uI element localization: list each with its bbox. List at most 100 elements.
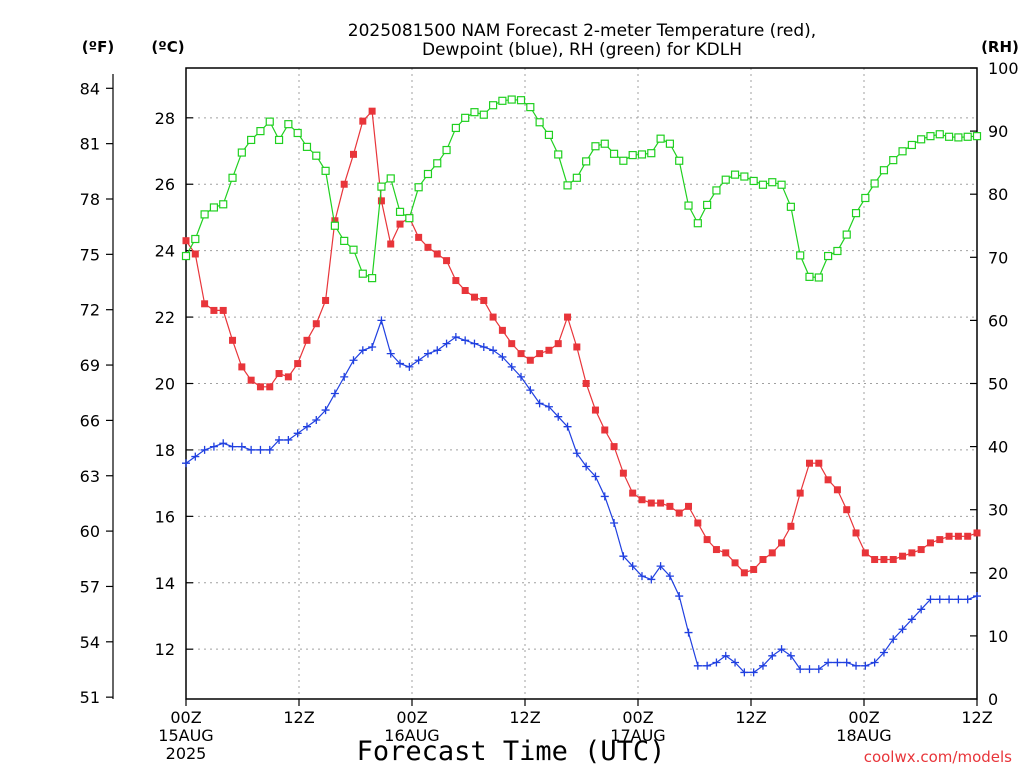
rh-point (675, 156, 684, 165)
dewpoint-point (209, 442, 218, 451)
rh-point (191, 234, 200, 244)
temperature-point (498, 326, 506, 334)
dewpoint-point (479, 342, 488, 351)
temperature-point (387, 240, 395, 248)
dewpoint-point (591, 472, 600, 481)
temperature-point (219, 306, 227, 314)
temperature-point (694, 519, 702, 527)
dewpoint-point (191, 452, 200, 461)
rh-tick-label: 10 (988, 627, 1008, 646)
temperature-point (229, 336, 237, 344)
temperature-point (768, 549, 776, 557)
rh-unit-label: (RH) (981, 38, 1019, 56)
temperature-point (657, 499, 665, 507)
temperature-point (424, 243, 432, 251)
fahrenheit-tick-label: 54 (80, 633, 100, 652)
dewpoint-point (498, 352, 507, 361)
temperature-point (917, 546, 925, 554)
dewpoint-point (423, 349, 432, 358)
temperature-point (675, 509, 683, 517)
rh-point (405, 214, 414, 223)
temperature-point (396, 220, 404, 228)
dewpoint-point (833, 658, 842, 667)
rh-point (498, 96, 507, 105)
fahrenheit-tick-label: 84 (80, 79, 100, 98)
rh-point (749, 176, 758, 186)
temperature-point (731, 559, 739, 567)
rh-point (451, 123, 460, 133)
celsius-tick-label: 22 (155, 308, 175, 327)
rh-point (247, 135, 256, 145)
rh-point (237, 148, 246, 157)
rh-point (665, 139, 675, 148)
dewpoint-point (935, 595, 944, 604)
temperature-point (303, 336, 311, 344)
rh-point (377, 182, 386, 191)
dewpoint-point (302, 422, 311, 431)
dewpoint-point (544, 402, 553, 411)
temperature-point (964, 532, 972, 540)
rh-tick-label: 30 (988, 501, 1008, 520)
dewpoint-point (470, 339, 479, 348)
rh-point (442, 145, 451, 155)
temperature-point (899, 552, 907, 560)
dewpoint-point (228, 442, 237, 451)
dewpoint-point (237, 442, 246, 451)
dewpoint-point (535, 399, 544, 408)
rh-point (461, 113, 470, 122)
fahrenheit-tick-label: 60 (80, 522, 100, 541)
temperature-point (629, 489, 637, 497)
temperature-point (238, 363, 246, 371)
dewpoint-point (405, 362, 414, 371)
temperature-point (443, 257, 451, 265)
temperature-point (750, 565, 758, 573)
x-axis-label: Forecast Time (UTC) (357, 736, 666, 767)
rh-point (944, 132, 954, 141)
temperature-point (368, 107, 376, 115)
rh-point (368, 274, 377, 283)
dewpoint-point (749, 668, 758, 677)
temperature-point (610, 443, 618, 451)
dewpoint-point (582, 462, 591, 471)
temperature-point (256, 383, 264, 391)
rh-point (386, 174, 395, 183)
dewpoint-point (628, 562, 637, 571)
temperature-point (759, 556, 767, 564)
dewpoint-point (637, 572, 646, 581)
rh-point (256, 126, 265, 136)
dewpoint-point (600, 492, 609, 501)
dewpoint-point (814, 665, 823, 674)
rh-point (730, 170, 740, 179)
rh-point (777, 180, 786, 189)
rh-point (637, 150, 647, 159)
dewpoint-point (665, 572, 674, 581)
dewpoint-point (442, 339, 451, 348)
temperature-point (843, 506, 851, 514)
rh-point (340, 236, 349, 245)
dewpoint-point (926, 595, 935, 604)
chart-title-line1: 2025081500 NAM Forecast 2-meter Temperat… (348, 21, 816, 41)
temperature-point (564, 313, 572, 321)
temperature-point (340, 180, 348, 188)
temperature-point (712, 546, 720, 554)
temperature-point (266, 383, 274, 391)
rh-tick-label: 100 (988, 59, 1019, 78)
rh-point (963, 132, 972, 141)
rh-point (591, 142, 600, 151)
dewpoint-point (907, 615, 916, 624)
temperature-point (591, 406, 599, 414)
fahrenheit-tick-label: 69 (80, 356, 100, 375)
dewpoint-point (517, 372, 526, 381)
temperature-point (936, 536, 944, 544)
rh-point (879, 166, 889, 175)
temperature-point (191, 250, 199, 258)
rh-point (488, 101, 498, 110)
rh-point (870, 179, 879, 188)
dewpoint-point (610, 518, 619, 527)
temperature-point (889, 556, 897, 564)
dewpoint-point (572, 449, 581, 458)
rh-point (516, 96, 526, 105)
dewpoint-point (842, 658, 851, 667)
rh-point (972, 132, 982, 141)
